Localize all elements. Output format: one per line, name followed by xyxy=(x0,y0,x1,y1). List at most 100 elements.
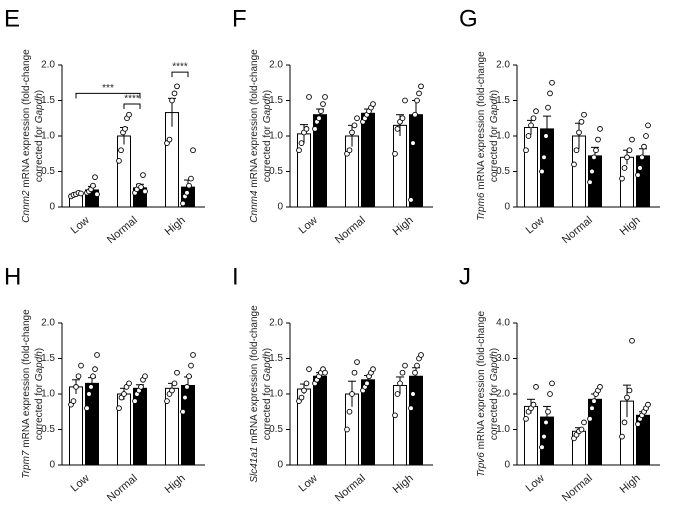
data-point xyxy=(597,384,603,390)
data-point xyxy=(142,373,148,380)
y-tick-label: 2.0 xyxy=(496,60,510,71)
x-tick-label: Normal xyxy=(105,472,140,504)
y-axis-label: Trpm7 mRNA expression (fold-change xyxy=(21,309,32,479)
y-tick-label: 1.0 xyxy=(41,131,55,142)
data-point xyxy=(169,97,175,104)
y-axis-label: Slc41a1 mRNA expression (fold-change xyxy=(249,305,260,483)
x-tick-label: Normal xyxy=(105,214,140,246)
data-point xyxy=(346,147,353,154)
data-point xyxy=(629,337,635,344)
y-tick-label: 0 xyxy=(277,460,283,471)
data-point xyxy=(639,154,645,161)
panel-letter: E xyxy=(4,5,20,32)
data-point xyxy=(320,101,326,107)
data-point xyxy=(643,133,649,139)
data-point xyxy=(349,129,355,136)
x-tick-label: Low xyxy=(524,472,547,494)
bar xyxy=(117,393,131,466)
data-point xyxy=(312,126,318,132)
y-tick-label: 2.0 xyxy=(41,318,55,329)
data-point xyxy=(88,384,94,390)
data-point xyxy=(523,416,529,422)
data-point xyxy=(587,179,593,186)
data-point xyxy=(182,394,188,401)
y-tick-label: 0.5 xyxy=(41,166,55,177)
significance-bracket xyxy=(123,103,141,110)
y-tick-label: 0 xyxy=(504,202,510,213)
y-axis-label: Trpm6 mRNA expression (fold-change xyxy=(476,51,487,221)
y-axis-label-part: Gapdh xyxy=(34,93,45,123)
data-point xyxy=(316,115,322,122)
data-point xyxy=(547,391,553,397)
data-point xyxy=(186,373,192,380)
x-tick-label: High xyxy=(618,214,643,238)
data-point xyxy=(78,362,84,369)
data-point xyxy=(645,401,651,408)
data-point xyxy=(523,147,529,154)
y-tick-label: 0.5 xyxy=(496,166,510,177)
y-tick-label: 0 xyxy=(277,202,283,213)
y-axis-label-part: corrected for xyxy=(489,381,500,440)
data-point xyxy=(410,391,416,397)
data-point xyxy=(188,175,194,182)
data-point xyxy=(138,384,144,390)
data-point xyxy=(78,190,84,197)
y-tick-label: 1.5 xyxy=(269,353,283,364)
y-axis-label-part: Gapdh xyxy=(262,351,273,381)
y-tick-label: 1.0 xyxy=(269,131,283,142)
data-point xyxy=(94,191,100,198)
data-point xyxy=(90,373,96,380)
data-point xyxy=(589,168,595,175)
data-point xyxy=(595,136,601,143)
y-axis-label: corrected for Gapdh) xyxy=(34,90,45,182)
data-point xyxy=(539,444,545,451)
data-point xyxy=(354,359,360,365)
y-axis-label-part: Gapdh xyxy=(262,93,273,123)
data-point xyxy=(86,391,92,397)
data-point xyxy=(174,369,180,376)
data-point xyxy=(184,384,190,390)
data-point xyxy=(547,90,553,97)
x-tick-label: Low xyxy=(297,214,320,236)
data-point xyxy=(301,387,307,394)
y-axis-label-part: mRNA expression (fold-change xyxy=(476,311,487,453)
data-point xyxy=(174,83,180,90)
y-axis-label-part: mRNA expression (fold-change xyxy=(249,305,260,447)
data-point xyxy=(394,391,401,397)
data-point xyxy=(322,94,328,100)
y-axis-label: Cnnm2 mRNA expression (fold-change xyxy=(21,49,32,223)
y-tick-label: 3.0 xyxy=(496,353,510,364)
panel-letter: H xyxy=(4,263,21,290)
data-point xyxy=(576,129,582,136)
x-tick-label: Low xyxy=(69,472,92,494)
y-tick-label: 0 xyxy=(504,460,510,471)
data-point xyxy=(180,200,186,207)
y-axis-label: corrected for Gapdh) xyxy=(262,90,273,182)
y-tick-label: 2.0 xyxy=(269,318,283,329)
data-point xyxy=(92,366,98,373)
x-tick-label: High xyxy=(391,214,416,238)
data-point xyxy=(408,405,414,412)
data-point xyxy=(351,369,358,376)
data-point xyxy=(635,421,641,428)
y-axis-label-part: ) xyxy=(262,348,273,351)
data-point xyxy=(364,380,370,387)
y-tick-label: 1.5 xyxy=(496,95,510,106)
data-point xyxy=(322,369,328,376)
data-point xyxy=(571,161,577,168)
data-point xyxy=(94,352,100,358)
data-point xyxy=(543,133,549,139)
x-tick-label: High xyxy=(391,472,416,496)
data-point xyxy=(298,140,305,146)
x-tick-label: High xyxy=(163,472,188,496)
data-point xyxy=(549,79,555,86)
y-axis-label-part: Gapdh xyxy=(489,351,500,381)
data-point xyxy=(528,122,534,129)
data-point xyxy=(414,97,420,104)
y-tick-label: 4.0 xyxy=(496,318,510,329)
data-point xyxy=(116,158,122,164)
data-point xyxy=(402,97,408,104)
data-point xyxy=(402,362,408,369)
data-point xyxy=(578,118,585,125)
